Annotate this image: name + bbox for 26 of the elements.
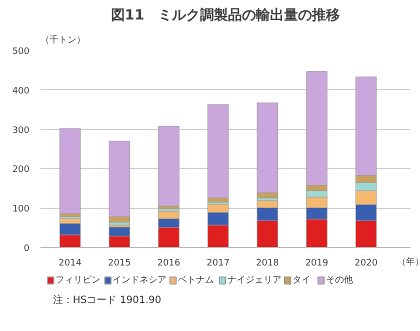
y-tick-label: 0 xyxy=(24,244,30,254)
x-tick-label: 2016 xyxy=(157,258,180,268)
x-tick-label: 2019 xyxy=(305,258,328,268)
y-axis-title: （千トン） xyxy=(40,34,86,46)
legend-label: インドネシア xyxy=(112,276,167,286)
legend-label: フィリピン xyxy=(55,274,100,286)
x-axis-title: （年） xyxy=(397,256,420,268)
legend-label: ナイジェリア xyxy=(227,276,282,286)
chart-title: 図11 ミルク調製品の輸出量の推移 xyxy=(110,6,340,24)
legend-label: その他 xyxy=(326,274,353,286)
bar xyxy=(158,126,180,206)
legend-label: ベトナム xyxy=(178,276,214,286)
y-tick-label: 400 xyxy=(12,86,30,96)
y-tick-label: 200 xyxy=(12,165,30,176)
y-tick-label: 300 xyxy=(12,126,30,136)
x-tick-label: 2020 xyxy=(354,258,378,268)
bar xyxy=(59,128,81,214)
x-tick-label: 2014 xyxy=(58,258,82,268)
bar xyxy=(207,104,229,198)
x-tick-label: 2017 xyxy=(206,258,230,268)
x-tick-label: 2015 xyxy=(108,258,131,268)
y-tick-label: 100 xyxy=(12,204,30,215)
text: 注：HSコード 1901.90 xyxy=(52,294,162,306)
legend-label: タイ xyxy=(292,276,310,286)
x-tick-label: 2018 xyxy=(256,258,280,268)
y-tick-label: 500 xyxy=(12,47,30,57)
